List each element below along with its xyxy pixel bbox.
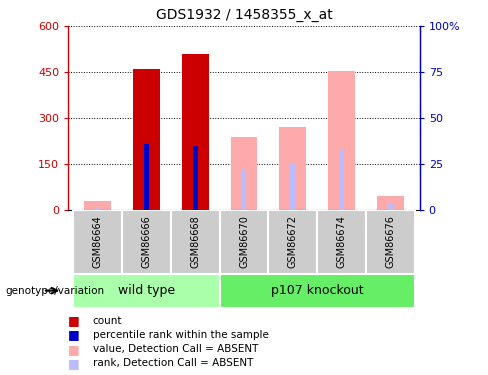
Bar [73, 210, 122, 274]
Bar [268, 210, 317, 274]
Bar [317, 210, 366, 274]
Bar [182, 54, 209, 210]
Bar [73, 274, 220, 308]
Bar [231, 136, 258, 210]
Bar [193, 146, 198, 210]
Text: GSM86668: GSM86668 [190, 216, 200, 268]
Bar [242, 169, 246, 210]
Text: ■: ■ [68, 357, 80, 370]
Bar [133, 69, 160, 210]
Text: GSM86666: GSM86666 [142, 216, 151, 268]
Text: value, Detection Call = ABSENT: value, Detection Call = ABSENT [93, 344, 258, 354]
Bar [377, 196, 404, 210]
Bar [95, 209, 100, 210]
Text: GSM86670: GSM86670 [239, 215, 249, 268]
Text: genotype/variation: genotype/variation [5, 286, 104, 296]
Text: ■: ■ [68, 343, 80, 355]
Bar [122, 210, 171, 274]
Bar [290, 164, 295, 210]
Text: GSM86664: GSM86664 [93, 216, 102, 268]
Bar [171, 210, 220, 274]
Bar [84, 201, 111, 210]
Text: GSM86674: GSM86674 [337, 215, 346, 268]
Bar [220, 210, 268, 274]
Bar [388, 204, 393, 210]
Bar [339, 149, 344, 210]
Text: p107 knockout: p107 knockout [271, 284, 364, 297]
Bar [366, 210, 415, 274]
Bar [280, 128, 306, 210]
Text: ■: ■ [68, 314, 80, 327]
Text: ■: ■ [68, 328, 80, 341]
Text: GSM86672: GSM86672 [288, 215, 298, 268]
Text: rank, Detection Call = ABSENT: rank, Detection Call = ABSENT [93, 358, 253, 368]
Bar [144, 144, 149, 210]
Text: count: count [93, 316, 122, 326]
Text: percentile rank within the sample: percentile rank within the sample [93, 330, 268, 340]
Bar [220, 274, 415, 308]
Text: GSM86676: GSM86676 [386, 215, 395, 268]
Title: GDS1932 / 1458355_x_at: GDS1932 / 1458355_x_at [156, 9, 332, 22]
Bar [328, 70, 355, 210]
Text: wild type: wild type [118, 284, 175, 297]
